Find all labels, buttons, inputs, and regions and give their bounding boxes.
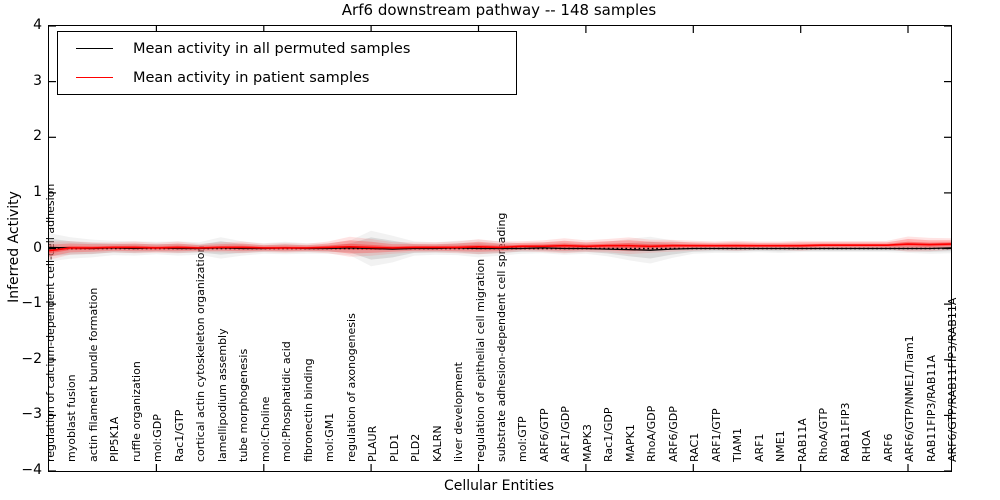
legend-label-patient: Mean activity in patient samples — [133, 69, 370, 86]
patient-mean-line — [49, 243, 951, 252]
patient-line-swatch — [76, 77, 113, 78]
y-tick-label: 0 — [33, 239, 42, 256]
y-tick-label: −1 — [21, 295, 42, 312]
legend-box: Mean activity in all permuted samples Me… — [57, 31, 517, 95]
x-axis-label: Cellular Entities — [443, 478, 555, 494]
y-tick-label: 1 — [33, 183, 42, 200]
y-tick-label: 2 — [33, 128, 42, 145]
y-tick-label: 4 — [33, 17, 42, 33]
y-tick-label: 3 — [33, 72, 42, 89]
legend-item-patient: Mean activity in patient samples — [58, 70, 516, 86]
permuted-line-swatch — [76, 48, 113, 49]
plot-title: Arf6 downstream pathway -- 148 samples — [341, 1, 657, 19]
legend-label-permuted: Mean activity in all permuted samples — [133, 40, 411, 57]
y-tick-label: −2 — [21, 350, 42, 367]
plot-area — [48, 25, 952, 472]
y-tick-label: −4 — [21, 462, 42, 478]
chart-canvas — [49, 26, 951, 471]
y-tick-label: −3 — [21, 406, 42, 423]
legend-item-permuted: Mean activity in all permuted samples — [58, 41, 516, 57]
